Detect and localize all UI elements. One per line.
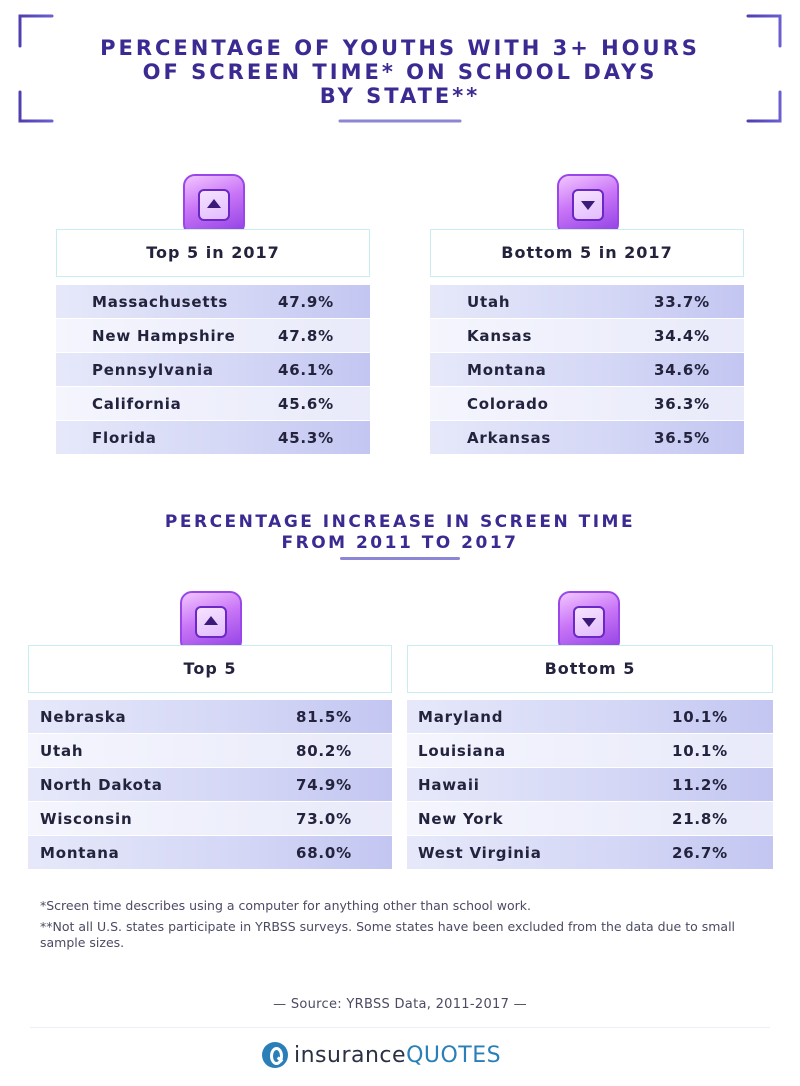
source-text: — Source: YRBSS Data, 2011-2017 — — [273, 997, 527, 1012]
state-value: 26.7% — [671, 843, 728, 862]
state-value: 11.2% — [671, 775, 728, 794]
state-name: California — [92, 394, 182, 413]
state-value: 47.9% — [277, 292, 334, 311]
table-row: Maryland 10.1% — [407, 700, 773, 733]
table-row: Nebraska 81.5% — [28, 700, 392, 733]
state-value: 45.6% — [277, 394, 334, 413]
table-row: Florida 45.3% — [56, 421, 370, 454]
main-title-line-1: PERCENTAGE OF YOUTHS WITH 3+ HOURS — [100, 36, 700, 60]
table-top-increase: Nebraska 81.5% Utah 80.2% North Dakota 74.9% W… — [28, 700, 392, 870]
state-name: Montana — [40, 843, 120, 862]
state-name: Utah — [467, 292, 511, 311]
state-name: Louisiana — [418, 741, 506, 760]
section-underline — [340, 557, 460, 560]
state-value: 81.5% — [295, 707, 352, 726]
table-row: West Virginia 26.7% — [407, 836, 773, 869]
state-name: Nebraska — [40, 707, 127, 726]
state-value: 10.1% — [671, 707, 728, 726]
table-header-bottom-2017: Bottom 5 in 2017 — [430, 229, 744, 277]
state-name: Pennsylvania — [92, 360, 214, 379]
table-bottom-increase: Maryland 10.1% Louisiana 10.1% Hawaii 11.2% Ne… — [407, 700, 773, 870]
main-title: PERCENTAGE OF YOUTHS WITH 3+ HOURS OF SC… — [40, 36, 760, 108]
state-value: 34.4% — [653, 326, 710, 345]
logo-text-quotes: QUOTES — [406, 1042, 502, 1068]
state-name: Utah — [40, 741, 84, 760]
state-value: 68.0% — [295, 843, 352, 862]
state-value: 74.9% — [295, 775, 352, 794]
state-name: Colorado — [467, 394, 549, 413]
table-row: Wisconsin 73.0% — [28, 802, 392, 835]
table-row: California 45.6% — [56, 387, 370, 420]
state-value: 36.5% — [653, 428, 710, 447]
state-value: 21.8% — [671, 809, 728, 828]
title-frame-brackets — [18, 14, 782, 123]
state-name: North Dakota — [40, 775, 163, 794]
table-row: Utah 80.2% — [28, 734, 392, 767]
table-row: Pennsylvania 46.1% — [56, 353, 370, 386]
state-value: 34.6% — [653, 360, 710, 379]
state-value: 36.3% — [653, 394, 710, 413]
state-name: Hawaii — [418, 775, 480, 794]
section-title-line-2: FROM 2011 TO 2017 — [281, 533, 519, 553]
state-value: 45.3% — [277, 428, 334, 447]
state-value: 47.8% — [277, 326, 334, 345]
table-row: Massachusetts 47.9% — [56, 285, 370, 318]
table-header-top-increase: Top 5 — [28, 645, 392, 693]
logo-mark-icon — [262, 1042, 288, 1068]
state-name: Wisconsin — [40, 809, 133, 828]
state-name: Kansas — [467, 326, 533, 345]
state-name: New Hampshire — [92, 326, 236, 345]
table-row: Louisiana 10.1% — [407, 734, 773, 767]
logo: insurance QUOTES — [262, 1040, 501, 1070]
state-value: 73.0% — [295, 809, 352, 828]
state-value: 33.7% — [653, 292, 710, 311]
arrow-up-icon — [183, 174, 245, 236]
state-value: 46.1% — [277, 360, 334, 379]
logo-text-insurance: insurance — [294, 1042, 407, 1068]
arrow-up-icon — [180, 591, 242, 653]
table-row: North Dakota 74.9% — [28, 768, 392, 801]
footnote-screen-time: *Screen time describes using a computer … — [40, 898, 531, 913]
table-header-top-2017: Top 5 in 2017 — [56, 229, 370, 277]
section-title-increase: PERCENTAGE INCREASE IN SCREEN TIME FROM … — [0, 512, 800, 554]
main-title-line-2: OF SCREEN TIME* ON SCHOOL DAYS — [142, 60, 658, 84]
table-row: Montana 34.6% — [430, 353, 744, 386]
table-row: Kansas 34.4% — [430, 319, 744, 352]
table-row: Arkansas 36.5% — [430, 421, 744, 454]
table-top-2017: Massachusetts 47.9% New Hampshire 47.8% Penn… — [56, 285, 370, 455]
table-header-bottom-increase: Bottom 5 — [407, 645, 773, 693]
state-name: Massachusetts — [92, 292, 229, 311]
state-name: New York — [418, 809, 504, 828]
state-name: Maryland — [418, 707, 504, 726]
table-row: Montana 68.0% — [28, 836, 392, 869]
arrow-down-icon — [557, 174, 619, 236]
footnotes: *Screen time describes using a computer … — [40, 898, 770, 956]
table-row: Utah 33.7% — [430, 285, 744, 318]
section-title-line-1: PERCENTAGE INCREASE IN SCREEN TIME — [164, 512, 636, 532]
footnote-states: **Not all U.S. states participate in YRB… — [40, 919, 736, 950]
arrow-down-icon — [558, 591, 620, 653]
title-frame — [0, 0, 800, 130]
state-value: 10.1% — [671, 741, 728, 760]
state-name: Montana — [467, 360, 547, 379]
state-name: Arkansas — [467, 428, 552, 447]
state-name: West Virginia — [418, 843, 542, 862]
table-row: New Hampshire 47.8% — [56, 319, 370, 352]
table-bottom-2017: Utah 33.7% Kansas 34.4% Montana 34.6% Colorado… — [430, 285, 744, 455]
footer-divider — [30, 1027, 770, 1028]
main-title-line-3: BY STATE** — [319, 84, 481, 108]
table-row: Colorado 36.3% — [430, 387, 744, 420]
table-row: Hawaii 11.2% — [407, 768, 773, 801]
state-name: Florida — [92, 428, 157, 447]
table-row: New York 21.8% — [407, 802, 773, 835]
state-value: 80.2% — [295, 741, 352, 760]
